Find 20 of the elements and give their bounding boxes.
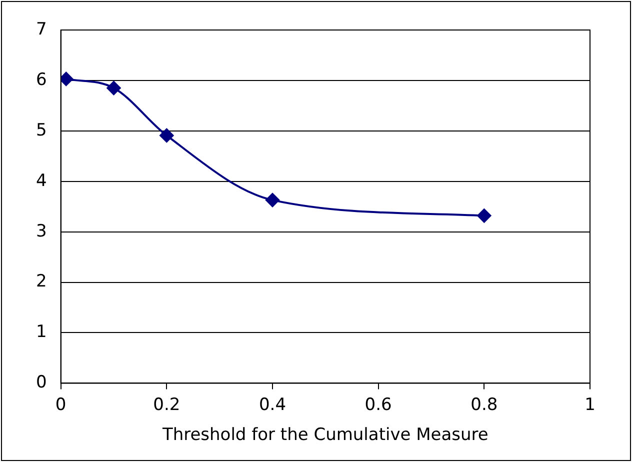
x-axis-title: Threshold for the Cumulative Measure [161,425,488,446]
y-tick-label: 1 [36,322,47,342]
y-tick-label: 3 [36,221,47,242]
y-tick-label: 0 [36,372,47,393]
y-tick-label: 4 [36,170,47,191]
x-tick-label: 0.8 [470,394,498,415]
point [60,72,74,86]
x-tick-label: 0 [55,394,66,415]
y-tick-label: 6 [36,70,47,90]
point [265,193,280,208]
point [106,81,121,96]
x-tick-label: 0.4 [258,394,286,415]
point [477,208,492,223]
x-tick-label: 0.6 [364,394,392,415]
x-tick-label: 1 [584,394,596,415]
point [160,128,174,142]
y-tick-label: 2 [36,272,47,292]
y-tick-label: 5 [36,120,47,140]
y-tick-label: 7 [36,19,47,40]
x-tick-label: 0.2 [153,394,180,415]
